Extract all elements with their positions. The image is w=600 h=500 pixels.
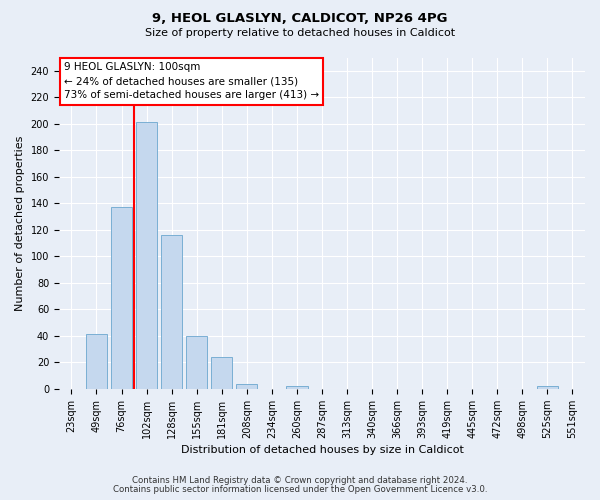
Bar bbox=[537, 386, 558, 389]
Bar bbox=[211, 357, 232, 389]
Text: Contains public sector information licensed under the Open Government Licence v3: Contains public sector information licen… bbox=[113, 485, 487, 494]
Bar bbox=[236, 384, 257, 389]
Bar bbox=[111, 208, 132, 389]
Text: Size of property relative to detached houses in Caldicot: Size of property relative to detached ho… bbox=[145, 28, 455, 38]
Bar bbox=[286, 386, 308, 389]
Y-axis label: Number of detached properties: Number of detached properties bbox=[15, 136, 25, 311]
Text: 9 HEOL GLASLYN: 100sqm
← 24% of detached houses are smaller (135)
73% of semi-de: 9 HEOL GLASLYN: 100sqm ← 24% of detached… bbox=[64, 62, 319, 100]
Bar bbox=[161, 235, 182, 389]
Bar bbox=[136, 122, 157, 389]
Bar bbox=[186, 336, 208, 389]
Bar bbox=[86, 334, 107, 389]
Text: Contains HM Land Registry data © Crown copyright and database right 2024.: Contains HM Land Registry data © Crown c… bbox=[132, 476, 468, 485]
X-axis label: Distribution of detached houses by size in Caldicot: Distribution of detached houses by size … bbox=[181, 445, 463, 455]
Text: 9, HEOL GLASLYN, CALDICOT, NP26 4PG: 9, HEOL GLASLYN, CALDICOT, NP26 4PG bbox=[152, 12, 448, 26]
